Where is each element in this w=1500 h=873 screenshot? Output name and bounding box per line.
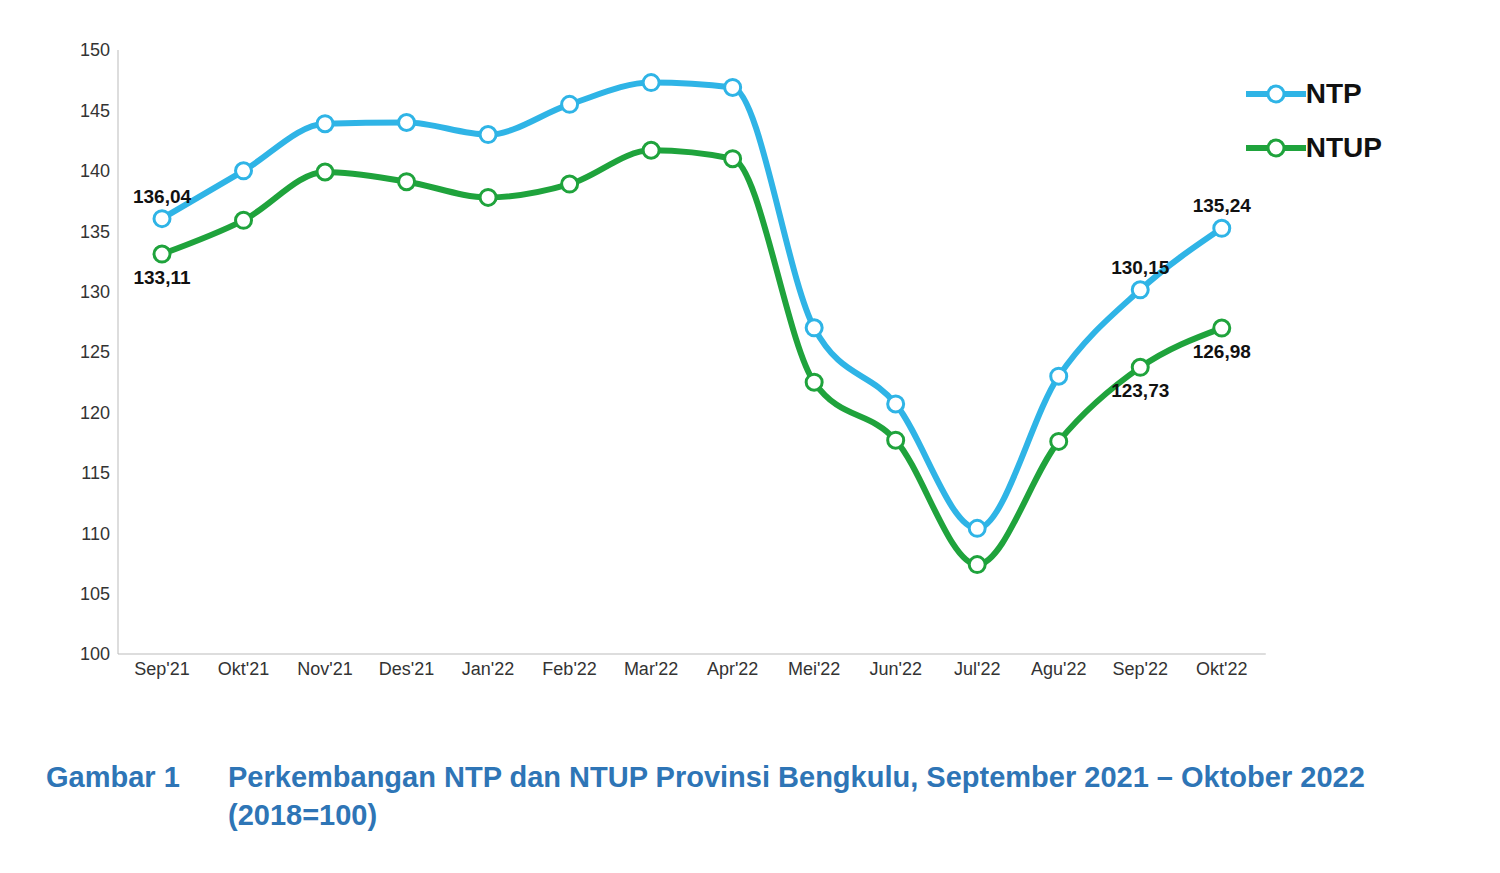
svg-text:Mei'22: Mei'22 (788, 659, 840, 679)
svg-text:110: 110 (81, 524, 110, 544)
svg-text:133,11: 133,11 (133, 267, 190, 288)
svg-text:145: 145 (80, 101, 110, 121)
html-text:Perkembangan NTP dan NTUP Prov: Perkembangan NTP dan NTUP Provinsi Bengk… (228, 761, 1365, 831)
svg-text:Okt'22: Okt'22 (1196, 659, 1247, 679)
html-text:Gambar 1: Gambar 1 (46, 761, 180, 793)
svg-text:Jan'22: Jan'22 (462, 659, 514, 679)
svg-text:150: 150 (80, 40, 110, 60)
svg-text:136,04: 136,04 (133, 186, 192, 207)
svg-text:135,24: 135,24 (1193, 195, 1252, 216)
svg-text:Sep'22: Sep'22 (1112, 659, 1168, 679)
svg-text:115: 115 (81, 463, 110, 483)
svg-text:Nov'21: Nov'21 (297, 659, 352, 679)
svg-text:Apr'22: Apr'22 (707, 659, 758, 679)
svg-text:126,98: 126,98 (1193, 341, 1251, 362)
svg-text:105: 105 (80, 584, 110, 604)
svg-text:Des'21: Des'21 (379, 659, 434, 679)
svg-text:Agu'22: Agu'22 (1031, 659, 1087, 679)
svg-text:100: 100 (80, 644, 110, 664)
html-text:NTP: NTP (1305, 78, 1362, 109)
svg-text:Okt'21: Okt'21 (218, 659, 269, 679)
html-text:NTUP: NTUP (1305, 132, 1382, 163)
svg-text:125: 125 (80, 342, 110, 362)
svg-text:Sep'21: Sep'21 (134, 659, 190, 679)
svg-text:120: 120 (80, 403, 110, 423)
svg-text:Mar'22: Mar'22 (624, 659, 678, 679)
svg-text:123,73: 123,73 (1111, 380, 1169, 401)
svg-text:130: 130 (80, 282, 110, 302)
svg-text:Jun'22: Jun'22 (869, 659, 921, 679)
svg-text:Jul'22: Jul'22 (954, 659, 1000, 679)
svg-text:135: 135 (80, 222, 110, 242)
svg-text:130,15: 130,15 (1111, 257, 1170, 278)
svg-text:Feb'22: Feb'22 (542, 659, 596, 679)
svg-text:140: 140 (80, 161, 110, 181)
